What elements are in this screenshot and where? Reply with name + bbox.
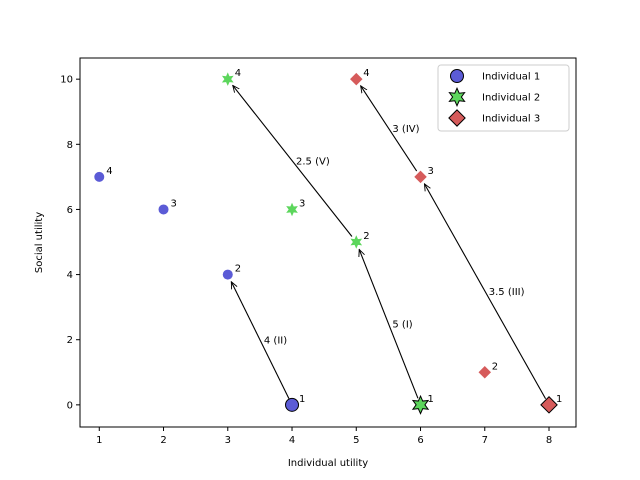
arrow-line xyxy=(361,86,418,172)
y-tick-label: 0 xyxy=(67,400,73,411)
data-point xyxy=(350,72,363,86)
legend-marker xyxy=(450,69,464,83)
arrow-label: 3.5 (III) xyxy=(489,287,525,298)
data-point xyxy=(286,202,298,217)
arrow-label: 3 (IV) xyxy=(392,124,419,135)
legend-entry-label: Individual 2 xyxy=(482,93,540,104)
y-axis-title: Social utility xyxy=(34,212,45,273)
data-point xyxy=(540,396,558,414)
x-tick-label: 3 xyxy=(225,435,231,446)
arrow-label: 5 (I) xyxy=(392,319,412,330)
x-tick-label: 2 xyxy=(160,435,166,446)
data-point xyxy=(478,366,492,379)
y-tick-label: 8 xyxy=(67,140,73,151)
data-point xyxy=(221,72,234,86)
data-point xyxy=(158,204,169,215)
x-tick-label: 6 xyxy=(417,435,423,446)
legend-entry-label: Individual 1 xyxy=(482,72,540,83)
legend-marker xyxy=(448,109,466,127)
data-point xyxy=(414,170,427,184)
point-rank-label: 4 xyxy=(363,68,369,79)
point-rank-label: 1 xyxy=(299,394,305,405)
data-point xyxy=(285,397,300,412)
point-rank-label: 2 xyxy=(492,361,498,372)
legend-marker xyxy=(448,86,466,108)
x-tick-label: 4 xyxy=(289,435,295,446)
arrow-line xyxy=(424,184,547,400)
y-tick-label: 4 xyxy=(67,270,73,281)
point-rank-label: 1 xyxy=(556,394,562,405)
point-rank-label: 4 xyxy=(106,166,112,177)
plot-frame xyxy=(79,57,577,428)
x-tick-label: 5 xyxy=(353,435,359,446)
data-point xyxy=(222,269,233,280)
point-rank-label: 3 xyxy=(299,198,305,209)
x-tick-label: 8 xyxy=(546,435,552,446)
arrow-line xyxy=(359,249,419,399)
data-point xyxy=(411,394,430,415)
arrow-label: 4 (II) xyxy=(264,336,287,347)
y-tick-label: 2 xyxy=(67,335,73,346)
data-point xyxy=(94,171,105,182)
legend: Individual 1 Individual 2 Individual 3 xyxy=(437,64,570,132)
x-axis-title: Individual utility xyxy=(288,458,368,469)
point-rank-label: 3 xyxy=(428,166,434,177)
point-rank-label: 3 xyxy=(171,198,177,209)
y-tick-label: 6 xyxy=(67,205,73,216)
data-point xyxy=(350,235,363,249)
arrow-line xyxy=(233,85,353,237)
legend-box xyxy=(437,64,570,132)
x-tick-label: 1 xyxy=(96,435,102,446)
point-rank-label: 1 xyxy=(428,394,434,405)
legend-entry-label: Individual 3 xyxy=(482,114,540,125)
point-rank-label: 4 xyxy=(235,68,241,79)
plot-area: 1 2 3 4 5 6 7 8 0 2 4 6 8 10 4 (II) 5 (I) 2.5 (V) 3.5 (II… xyxy=(60,57,577,446)
arrow-line xyxy=(231,282,290,399)
arrow-label: 2.5 (V) xyxy=(296,157,330,168)
point-rank-label: 2 xyxy=(363,231,369,242)
point-rank-label: 2 xyxy=(235,264,241,275)
x-tick-label: 7 xyxy=(482,435,488,446)
y-tick-label: 10 xyxy=(60,75,73,86)
